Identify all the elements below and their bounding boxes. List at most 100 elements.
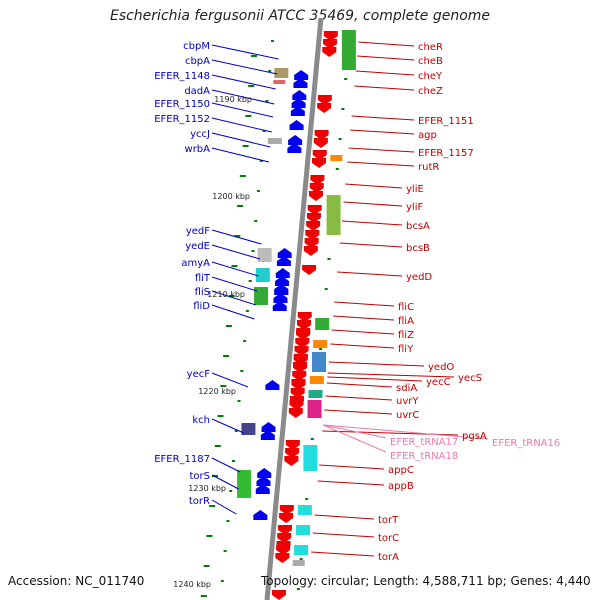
forward-gene-arrow <box>302 265 317 275</box>
forward-gene-label: torT <box>378 515 399 526</box>
tick-mark-left <box>237 400 241 402</box>
reverse-gene-box <box>237 470 252 498</box>
forward-gene-arrow <box>295 338 310 348</box>
forward-gene-label: fliC <box>398 302 414 313</box>
label-connector <box>331 329 395 335</box>
tick-mark-outer <box>228 295 235 297</box>
tick-mark-outer <box>234 235 241 237</box>
reverse-gene-label: fliS <box>195 287 210 298</box>
tick-mark-outer <box>206 535 213 537</box>
label-connector <box>211 132 271 148</box>
reverse-gene-label: cbpM <box>183 41 210 52</box>
tick-mark-outer <box>245 115 252 117</box>
reverse-gene-arrow <box>253 510 268 520</box>
label-connector <box>211 102 274 118</box>
forward-gene-arrow <box>310 175 325 185</box>
accession-text: Accession: NC_011740 <box>8 574 145 588</box>
tick-mark-left <box>268 70 272 72</box>
forward-gene-label: uvrY <box>396 396 419 407</box>
forward-gene-arrow <box>313 138 328 148</box>
label-connector <box>354 85 415 91</box>
label-connector <box>348 147 415 153</box>
tick-mark-outer <box>217 415 224 417</box>
tick-mark-outer <box>237 205 244 207</box>
forward-gene-box <box>315 318 330 330</box>
reverse-gene-label: dadA <box>184 86 210 97</box>
rna-gene-label: EFER_tRNA16 <box>492 438 560 449</box>
forward-gene-label: cheR <box>418 42 443 53</box>
forward-gene-arrow <box>323 31 338 41</box>
label-connector <box>327 376 423 382</box>
forward-gene-label: yedD <box>406 272 432 283</box>
label-connector <box>211 304 255 320</box>
forward-gene-arrow <box>292 363 307 373</box>
forward-gene-arrow <box>307 205 322 215</box>
forward-gene-arrow <box>292 371 307 381</box>
label-connector <box>211 89 275 105</box>
gene-features <box>237 30 356 600</box>
forward-gene-arrow <box>296 320 311 330</box>
forward-gene-label: cheY <box>418 71 443 82</box>
forward-gene-arrow <box>306 213 321 223</box>
label-connector <box>314 514 375 520</box>
forward-gene-arrow <box>288 408 303 418</box>
reverse-gene-label: fliD <box>193 301 210 312</box>
tick-mark-outer <box>242 145 249 147</box>
label-connector <box>211 74 276 90</box>
coordinate-labels: 1190 kbp 1200 kbp 1210 kbp 1220 kbp 1230 kbp… <box>173 95 252 589</box>
label-connector <box>328 361 425 367</box>
reverse-gene-label: wrbA <box>185 144 211 155</box>
reverse-gene-label: amyA <box>181 258 210 269</box>
forward-gene-arrow <box>322 47 337 57</box>
coordinate-label: 1220 kbp <box>198 387 236 396</box>
forward-gene-box <box>326 195 341 235</box>
reverse-gene-label: EFER_1152 <box>154 114 210 125</box>
tick-mark-left <box>265 100 269 102</box>
tick-mark-outer <box>223 355 230 357</box>
coordinate-label: 1240 kbp <box>173 580 211 589</box>
reverse-gene-label: fliT <box>195 273 211 284</box>
reverse-gene-box <box>273 80 286 84</box>
label-connector <box>211 44 279 60</box>
tick-mark-left <box>262 130 266 132</box>
label-connector <box>211 244 261 260</box>
forward-gene-box <box>295 525 310 535</box>
tick-mark-outer <box>209 505 216 507</box>
coordinate-label: 1200 kbp <box>212 192 250 201</box>
reverse-gene-arrow <box>265 380 280 390</box>
forward-gene-arrow <box>291 380 306 390</box>
reverse-gene-label: EFER_1187 <box>154 454 210 465</box>
label-connector <box>317 480 385 486</box>
tick-mark-outer <box>225 325 232 327</box>
label-connector <box>325 395 393 401</box>
forward-gene-arrow <box>312 150 327 160</box>
forward-gene-box <box>312 352 327 372</box>
tick-mark-left <box>220 580 224 582</box>
forward-gene-arrow <box>277 525 292 535</box>
tick-mark-left <box>245 310 249 312</box>
forward-gene-label: pgsA <box>462 431 487 442</box>
label-connector <box>211 276 258 292</box>
reverse-gene-arrow <box>275 276 290 286</box>
forward-gene-box <box>308 390 323 398</box>
label-connector <box>323 424 387 453</box>
tick-mark-left <box>234 430 238 432</box>
forward-gene-arrow <box>285 448 300 458</box>
forward-gene-arrow <box>312 158 327 168</box>
label-connector <box>345 183 403 189</box>
reverse-gene-arrow <box>289 120 304 130</box>
reverse-gene-arrow <box>293 78 308 88</box>
label-connector <box>211 59 278 75</box>
forward-gene-box <box>341 30 356 70</box>
forward-gene-box <box>297 505 312 515</box>
reverse-gene-box <box>254 287 269 305</box>
tick-mark-right <box>335 168 339 170</box>
reverse-gene-box <box>257 248 272 262</box>
label-connector <box>357 55 415 61</box>
tick-mark-outer <box>231 265 238 267</box>
reverse-gene-box <box>255 268 270 282</box>
tick-mark-outer <box>214 445 221 447</box>
forward-gene-label: cheZ <box>418 86 443 97</box>
reverse-gene-arrow <box>274 285 289 295</box>
